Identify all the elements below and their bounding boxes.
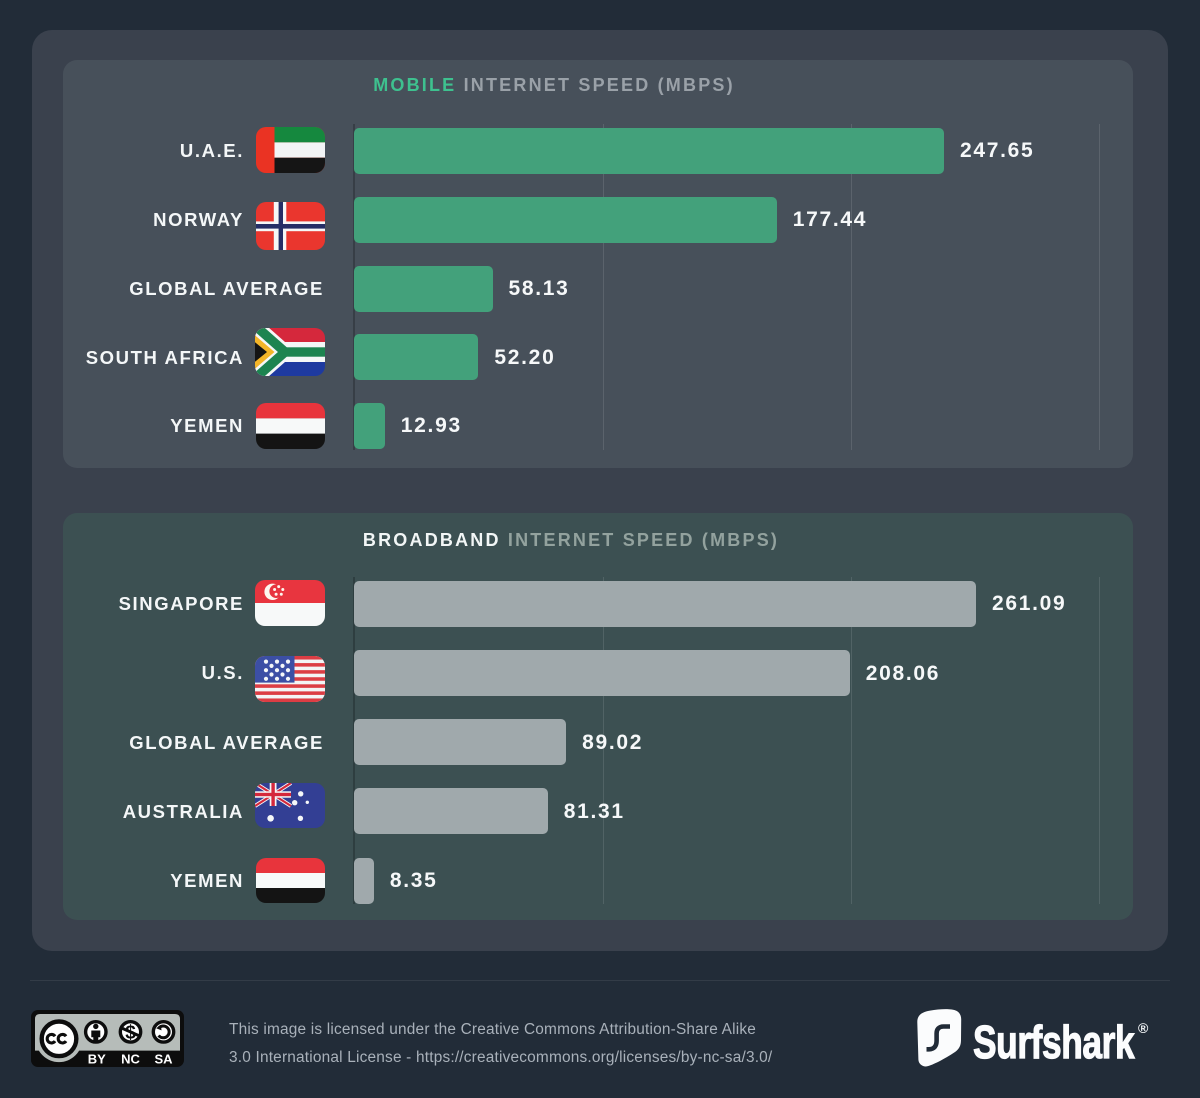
svg-text:BY: BY — [88, 1051, 106, 1066]
svg-text:NC: NC — [121, 1051, 140, 1066]
svg-text:SA: SA — [154, 1051, 173, 1066]
